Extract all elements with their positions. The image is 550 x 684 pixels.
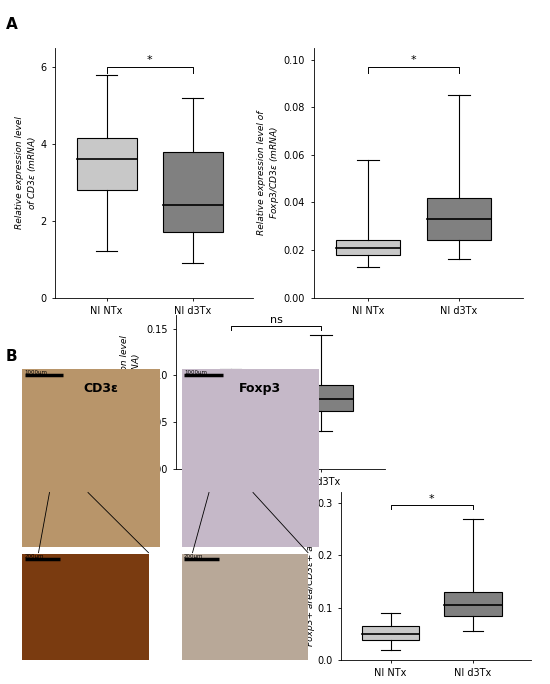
Text: B: B	[6, 349, 17, 364]
Text: Foxp3: Foxp3	[239, 382, 282, 395]
Bar	[336, 241, 400, 254]
Bar	[444, 592, 502, 616]
Bar	[163, 152, 223, 233]
Text: ns: ns	[270, 315, 282, 325]
Bar	[76, 138, 137, 190]
Text: 200μm: 200μm	[184, 554, 204, 560]
Text: *: *	[429, 494, 434, 503]
Text: *: *	[411, 55, 416, 64]
Bar	[427, 198, 491, 241]
Y-axis label: Relative expression level
of $CD3ε$ (mRNA): Relative expression level of $CD3ε$ (mRN…	[15, 116, 37, 229]
Text: 200μm: 200μm	[25, 554, 44, 560]
Bar	[290, 384, 353, 410]
Text: 1000μm: 1000μm	[25, 369, 48, 375]
Y-axis label: Foxp3+ area/CD3ε+ area ratio: Foxp3+ area/CD3ε+ area ratio	[305, 507, 315, 646]
Text: 1000μm: 1000μm	[184, 369, 207, 375]
Text: *: *	[147, 55, 152, 64]
Text: CD3ε: CD3ε	[84, 382, 119, 395]
Bar	[362, 626, 419, 640]
Bar	[199, 396, 262, 410]
Y-axis label: Relative expression level
of $Foxp3$ (mRNA): Relative expression level of $Foxp3$ (mR…	[119, 335, 144, 448]
Text: A: A	[6, 17, 17, 32]
Y-axis label: Relative expression level of
$Foxp3$/$CD3ε$ (mRNA): Relative expression level of $Foxp3$/$CD…	[257, 111, 281, 235]
